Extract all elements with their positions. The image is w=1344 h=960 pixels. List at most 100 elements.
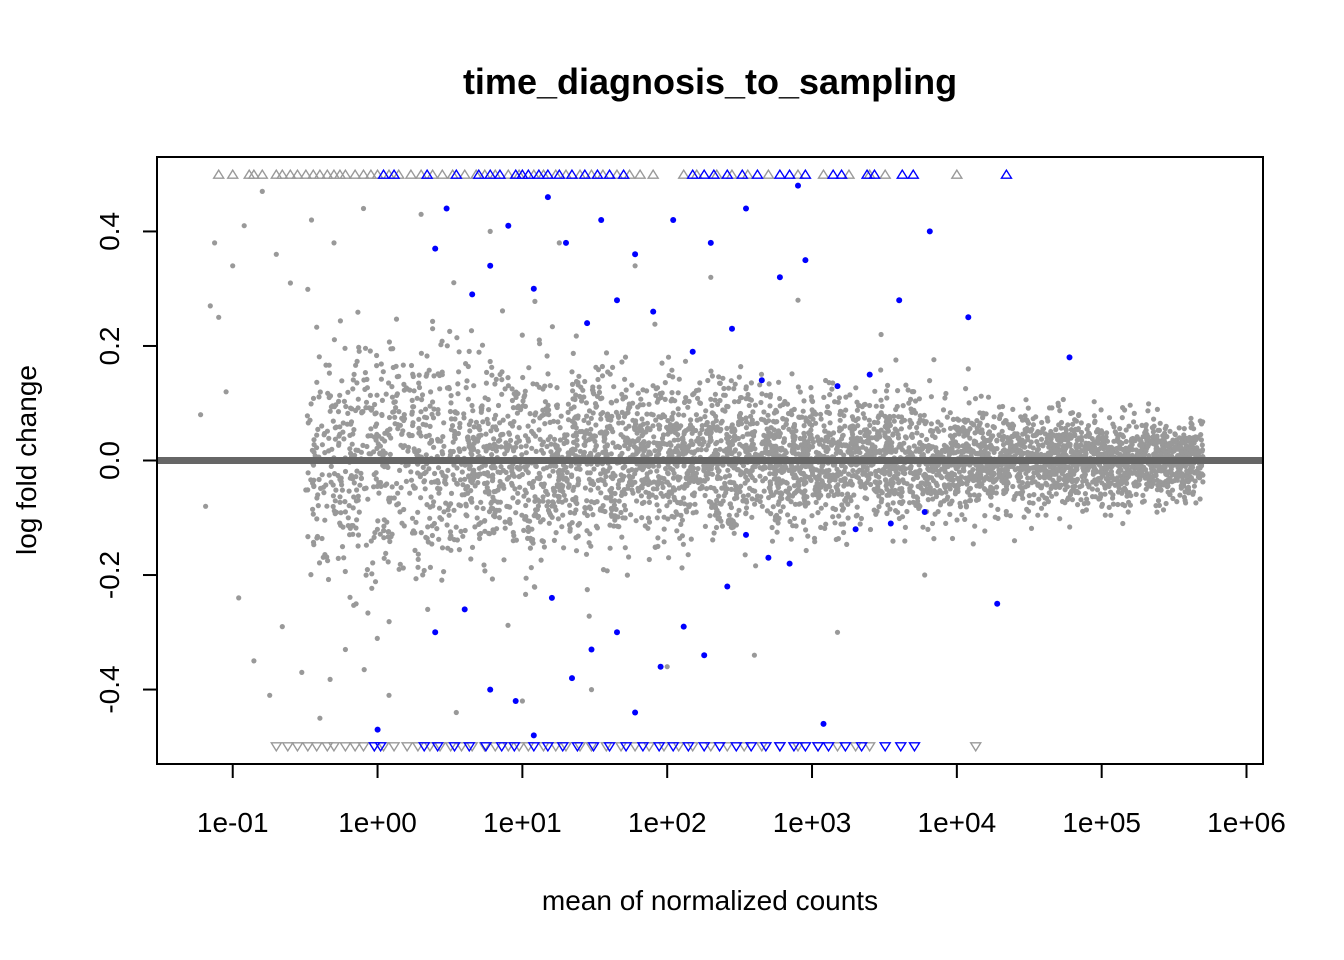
cloud-point bbox=[907, 424, 913, 430]
cloud-point bbox=[435, 465, 442, 471]
cloud-point bbox=[713, 524, 720, 531]
cloud-point bbox=[615, 413, 621, 419]
cloud-point bbox=[385, 559, 391, 565]
cloud-point bbox=[544, 353, 550, 359]
cloud-point bbox=[394, 392, 400, 398]
cloud-point bbox=[394, 480, 400, 487]
cloud-point bbox=[353, 447, 359, 453]
cloud-point bbox=[413, 576, 419, 582]
cloud-point bbox=[607, 487, 613, 493]
cloud-point bbox=[314, 324, 320, 330]
cloud-point bbox=[968, 470, 975, 476]
cloud-point bbox=[447, 328, 453, 334]
cloud-point bbox=[843, 407, 849, 413]
cloud-point bbox=[450, 472, 456, 478]
cloud-point bbox=[690, 392, 696, 398]
cloud-point bbox=[809, 513, 815, 519]
cloud-point bbox=[722, 474, 728, 480]
cloud-point bbox=[623, 426, 629, 432]
cloud-point bbox=[537, 415, 543, 421]
cloud-point bbox=[1077, 484, 1083, 490]
cloud-point bbox=[1062, 448, 1068, 454]
cloud-point bbox=[506, 431, 513, 437]
cloud-point bbox=[884, 395, 890, 401]
cloud-point bbox=[456, 446, 462, 452]
cloud-point bbox=[541, 466, 547, 472]
cloud-point bbox=[545, 499, 551, 505]
cloud-point bbox=[415, 556, 421, 563]
cloud-point bbox=[697, 477, 703, 483]
cloud-point bbox=[609, 426, 615, 432]
cloud-point bbox=[907, 417, 913, 423]
cloud-point bbox=[968, 446, 974, 452]
cloud-point bbox=[1199, 471, 1205, 477]
cloud-point bbox=[793, 428, 799, 434]
cloud-point bbox=[660, 412, 666, 418]
cloud-point bbox=[662, 380, 668, 386]
cloud-point bbox=[674, 528, 680, 534]
cloud-point bbox=[754, 420, 760, 426]
cloud-point bbox=[477, 535, 483, 542]
cloud-point bbox=[493, 412, 499, 418]
cloud-point bbox=[883, 388, 890, 394]
cloud-point bbox=[592, 438, 598, 444]
cloud-point bbox=[1041, 466, 1048, 472]
cloud-point bbox=[437, 386, 443, 392]
cloud-point bbox=[669, 490, 675, 496]
cloud-point bbox=[1041, 501, 1048, 507]
cloud-point bbox=[304, 413, 310, 419]
cloud-point bbox=[573, 333, 579, 339]
cloud-point bbox=[908, 396, 914, 402]
cloud-point bbox=[689, 425, 696, 431]
cloud-point bbox=[783, 421, 789, 427]
cloud-point bbox=[409, 397, 415, 403]
cloud-point bbox=[545, 371, 551, 377]
cloud-point bbox=[326, 435, 332, 441]
cloud-point bbox=[1021, 444, 1027, 450]
cloud-point bbox=[587, 431, 593, 437]
cloud-point bbox=[598, 471, 604, 477]
cloud-point bbox=[958, 448, 964, 455]
cloud-point bbox=[314, 516, 320, 522]
cloud-point bbox=[949, 535, 956, 542]
cloud-point bbox=[721, 448, 727, 454]
cloud-point bbox=[749, 430, 755, 436]
cloud-point bbox=[852, 449, 858, 455]
cloud-point bbox=[905, 387, 911, 393]
cloud-point bbox=[767, 471, 773, 477]
cloud-point bbox=[310, 511, 316, 517]
cloud-point bbox=[476, 521, 482, 528]
cloud-point bbox=[599, 477, 605, 483]
cloud-point bbox=[326, 472, 332, 478]
cloud-point bbox=[397, 561, 403, 567]
cloud-point bbox=[1068, 468, 1074, 474]
cloud-point bbox=[645, 515, 652, 521]
cloud-point bbox=[1188, 415, 1194, 421]
cloud-point bbox=[474, 515, 480, 521]
cloud-point bbox=[734, 495, 740, 501]
cloud-point bbox=[448, 393, 454, 399]
cloud-point bbox=[623, 387, 629, 393]
cloud-point bbox=[314, 445, 320, 451]
cloud-point bbox=[1164, 470, 1170, 476]
cloud-point bbox=[1108, 512, 1114, 518]
cloud-point bbox=[928, 394, 935, 400]
cloud-point bbox=[355, 396, 361, 402]
cloud-point bbox=[802, 488, 808, 494]
cloud-point bbox=[890, 538, 896, 544]
cloud-point bbox=[705, 442, 711, 448]
cloud-point bbox=[878, 499, 884, 505]
cloud-point bbox=[340, 429, 346, 435]
cloud-point bbox=[988, 494, 994, 500]
cloud-point bbox=[370, 560, 376, 566]
cloud-point bbox=[821, 423, 827, 429]
cloud-point bbox=[360, 442, 366, 448]
cloud-point bbox=[947, 410, 953, 416]
cloud-point bbox=[1029, 426, 1035, 432]
cloud-point bbox=[509, 480, 515, 486]
cloud-point bbox=[622, 354, 629, 360]
cloud-point bbox=[699, 423, 705, 429]
cloud-point bbox=[337, 499, 343, 505]
cloud-point bbox=[1030, 474, 1036, 480]
cloud-point bbox=[608, 498, 614, 504]
